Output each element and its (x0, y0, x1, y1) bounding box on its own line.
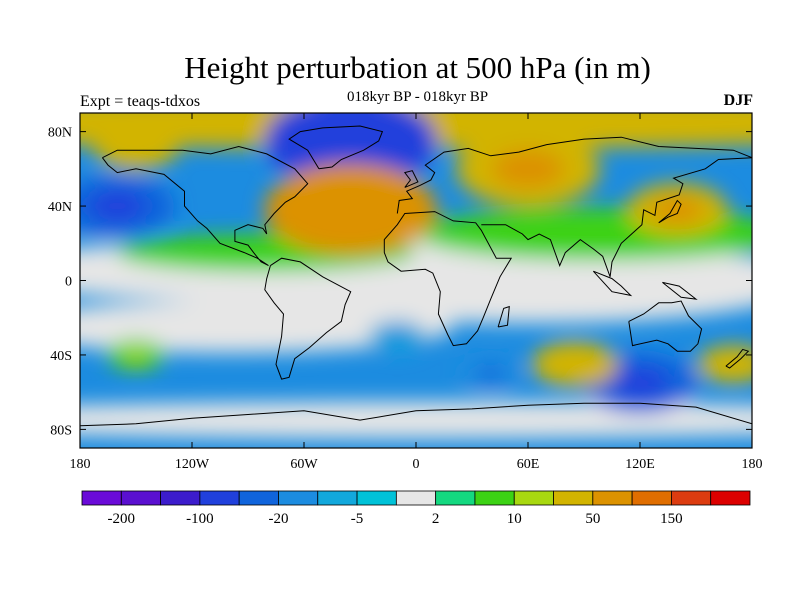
colorbar-swatch (592, 490, 633, 506)
colorbar-swatch (160, 490, 201, 506)
field-core-5 (114, 135, 158, 158)
colorbar-swatch (278, 490, 319, 506)
colorbar-label: 2 (432, 511, 440, 527)
coastline-4 (481, 157, 752, 277)
colorbar-swatch (671, 490, 712, 506)
colorbar-label: -200 (108, 511, 136, 527)
x-tick-label: 180 (742, 457, 763, 472)
colorbar-label: 50 (585, 511, 600, 527)
x-tick-label: 60E (517, 457, 540, 472)
x-tick-label: 0 (413, 457, 420, 472)
colorbar-label: 150 (660, 511, 683, 527)
colorbar-swatch (435, 490, 476, 506)
colorbar: -200 -100 -20 -5 2 10 50 150 (81, 490, 751, 527)
season-label: DJF (723, 92, 753, 109)
x-tick-label: 180 (70, 457, 91, 472)
coastline-11 (497, 305, 510, 328)
map-area (80, 113, 752, 448)
field-core-3 (492, 149, 564, 188)
field-core-7 (553, 352, 597, 376)
field-core-8 (476, 365, 506, 382)
colorbar-swatch (199, 490, 240, 506)
chart-subtitle: 018kyr BP - 018kyr BP (346, 89, 489, 105)
colorbar-swatch (513, 490, 554, 506)
experiment-label: Expt = teaqs-tdxos (80, 93, 201, 110)
field-core-2 (307, 187, 394, 233)
y-tick-label: 0 (65, 275, 72, 290)
field-band-5 (416, 207, 752, 261)
colorbar-label: 10 (507, 511, 522, 527)
colorbar-swatch (317, 490, 358, 506)
colorbar-swatch (631, 490, 672, 506)
coastline-12 (592, 270, 633, 297)
colorbar-swatch (238, 490, 279, 506)
field-core-1 (88, 190, 147, 222)
colorbar-label: -5 (351, 511, 364, 527)
field-band-4 (80, 401, 752, 439)
coastline-9 (658, 199, 682, 224)
field-core-9 (121, 347, 151, 363)
field-band-3 (80, 300, 454, 354)
field-core-4 (652, 196, 703, 224)
coastline-0 (102, 145, 309, 267)
field-core-6 (611, 367, 669, 398)
colorbar-swatch (120, 490, 161, 506)
field-core-10 (382, 328, 412, 344)
colorbar-label: -20 (268, 511, 288, 527)
colorbar-swatch (474, 490, 515, 506)
colorbar-swatch (395, 490, 437, 506)
colorbar-swatch (356, 490, 397, 506)
coastline-1 (264, 257, 352, 380)
axis-ticks: 180 120W 60W 0 60E 120E 180 80N 40N 0 40S 80S (48, 113, 763, 472)
x-tick-label: 120W (175, 457, 210, 472)
y-tick-label: 80S (50, 423, 72, 438)
colorbar-label: -100 (186, 511, 214, 527)
coastline-7 (80, 402, 752, 427)
field-core-11 (715, 354, 752, 374)
y-tick-label: 40S (50, 349, 72, 364)
coastline-10 (725, 348, 750, 369)
field-core-0 (307, 118, 394, 164)
coastline-3 (383, 211, 513, 347)
colorbar-swatch (710, 490, 751, 506)
coastline-8 (403, 170, 419, 188)
x-tick-label: 60W (290, 457, 318, 472)
coastline-2 (396, 136, 752, 214)
coastline-5 (628, 300, 703, 352)
y-tick-label: 40N (48, 200, 72, 215)
coastline-6 (288, 125, 384, 170)
x-tick-label: 120E (625, 457, 655, 472)
coastlines (80, 125, 752, 427)
chart-title: Height perturbation at 500 hPa (in m) (184, 50, 651, 85)
colorbar-swatch (81, 490, 122, 506)
field-band-2 (266, 256, 752, 324)
coastline-13 (662, 281, 698, 300)
colorbar-swatch (553, 490, 594, 506)
y-tick-label: 80N (48, 126, 72, 141)
